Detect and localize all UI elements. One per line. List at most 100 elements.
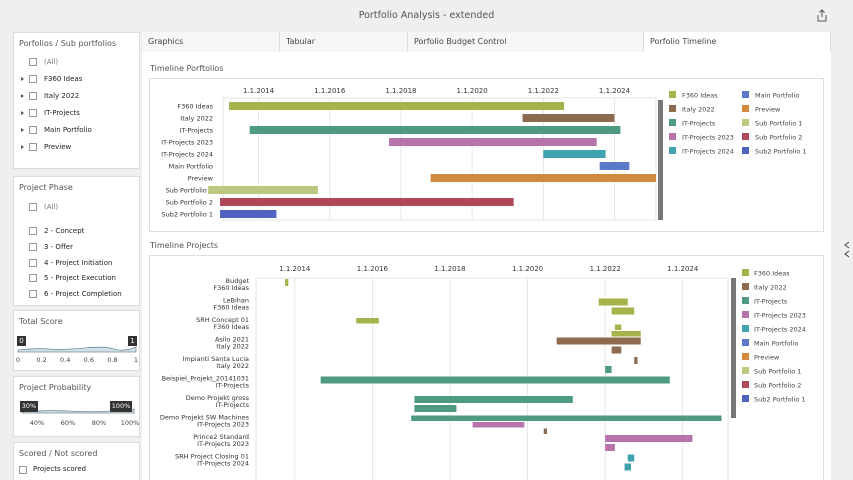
gantt-bar[interactable] — [472, 422, 525, 428]
phase-checkbox[interactable] — [29, 290, 37, 299]
gantt-bar[interactable] — [599, 162, 630, 170]
total-score-panel: Total Score 0 0.2 0.4 0.6 0.8 1 0 1 — [13, 310, 140, 371]
row-label: Sub Portfolio 2 — [166, 199, 213, 207]
gantt-bar[interactable] — [614, 324, 622, 331]
gantt-bar[interactable] — [320, 376, 670, 384]
total-score-slider[interactable]: 0 0.2 0.4 0.6 0.8 1 — [14, 333, 141, 369]
phase-checkbox[interactable] — [29, 227, 37, 235]
tab-2[interactable]: Porfolio Budget Control — [408, 32, 644, 52]
gantt-bar[interactable] — [522, 114, 615, 122]
portfolio-checkbox[interactable] — [29, 109, 37, 117]
gantt-bar[interactable] — [356, 318, 379, 324]
expand-arrow-icon[interactable] — [21, 144, 24, 149]
portfolio-checkbox[interactable] — [29, 143, 37, 151]
slider-tick-label: 0.8 — [107, 356, 117, 364]
scrollbar[interactable] — [658, 100, 663, 220]
share-icon[interactable] — [816, 9, 828, 22]
phase-item-label: 2 - Concept — [44, 227, 85, 235]
gantt-bar[interactable] — [414, 396, 573, 403]
gantt-bar[interactable] — [208, 186, 318, 194]
probability-min-handle[interactable]: 30% — [20, 401, 38, 412]
gantt-bar[interactable] — [598, 298, 628, 306]
gantt-bar[interactable] — [389, 138, 597, 146]
portfolio-timeline-title: Timeline Porftolios — [150, 64, 224, 73]
phase-checkbox[interactable] — [29, 242, 37, 251]
title-bar: Portfolio Analysis - extended — [0, 0, 853, 32]
total-score-title: Total Score — [19, 317, 63, 326]
group-label: SRH Project Closing 01 — [175, 453, 249, 461]
x-tick-label: 1.1.2024 — [599, 87, 631, 95]
tab-0[interactable]: Graphics — [142, 32, 280, 52]
tab-1[interactable]: Tabular — [280, 32, 408, 52]
legend-label: IT-Projects 2023 — [682, 134, 734, 142]
group-portfolio-label: IT-Projects — [216, 401, 250, 409]
gantt-bar[interactable] — [430, 174, 656, 182]
portfolio-checkbox[interactable] — [29, 92, 37, 100]
gantt-bar[interactable] — [605, 435, 693, 442]
gantt-bar[interactable] — [411, 415, 722, 422]
legend-label: IT-Projects 2024 — [682, 148, 734, 156]
gantt-bar[interactable] — [414, 405, 457, 412]
slider-tick-label: 60% — [61, 419, 75, 427]
gantt-bar[interactable] — [249, 126, 621, 134]
portfolio-all-checkbox[interactable] — [29, 58, 37, 66]
expand-arrow-icon[interactable] — [21, 76, 24, 81]
gantt-bar[interactable] — [634, 357, 638, 364]
row-label: F360 Ideas — [177, 103, 213, 111]
legend-label: IT-Projects 2023 — [754, 312, 806, 320]
phase-item-label: 3 - Offer — [44, 242, 73, 251]
group-label: Demo Projekt gross — [186, 394, 250, 402]
x-tick-label: 1.1.2018 — [385, 87, 416, 95]
legend-label: F360 Ideas — [754, 270, 790, 278]
x-tick-label: 1.1.2016 — [357, 265, 389, 273]
gantt-bar[interactable] — [556, 337, 641, 345]
tab-3[interactable]: Porfolio Timeline — [644, 32, 831, 52]
collapse-arrows-icon[interactable] — [843, 240, 851, 260]
gantt-bar[interactable] — [605, 444, 615, 451]
total-score-max-handle[interactable]: 1 — [128, 336, 137, 346]
gantt-bar[interactable] — [611, 331, 641, 337]
expand-arrow-icon[interactable] — [21, 93, 24, 98]
row-label: Sub2 Portfolio 1 — [161, 211, 213, 219]
legend-swatch — [742, 353, 749, 360]
legend-swatch — [742, 105, 749, 112]
total-score-min-handle[interactable]: 0 — [17, 336, 26, 346]
group-portfolio-label: IT-Projects 2024 — [197, 460, 249, 468]
gantt-bar[interactable] — [611, 346, 622, 354]
portfolio-checkbox[interactable] — [29, 75, 37, 83]
phase-item-label: 4 - Project Initiation — [44, 258, 113, 267]
gantt-bar[interactable] — [220, 210, 277, 218]
phase-checkbox[interactable] — [29, 258, 37, 267]
plot-area — [255, 277, 729, 480]
phase-item-label: 6 - Project Completion — [44, 290, 122, 299]
slider-tick-label: 100% — [121, 419, 140, 427]
gantt-bar[interactable] — [220, 198, 514, 206]
slider-tick-label: 0.2 — [36, 356, 46, 364]
gantt-bar[interactable] — [285, 279, 289, 286]
legend-label: IT-Projects 2024 — [754, 326, 806, 334]
x-tick-label: 1.1.2020 — [457, 87, 488, 95]
group-portfolio-label: IT-Projects 2023 — [197, 440, 249, 448]
portfolio-checkbox[interactable] — [29, 126, 37, 134]
expand-arrow-icon[interactable] — [21, 127, 24, 132]
group-label: Demo Projekt SW Machines — [160, 414, 250, 422]
gantt-bar[interactable] — [624, 463, 632, 471]
probability-max-handle[interactable]: 100% — [110, 401, 132, 412]
legend-swatch — [742, 147, 749, 154]
gantt-bar[interactable] — [228, 102, 565, 110]
legend-label: Preview — [755, 106, 781, 114]
scrollbar[interactable] — [731, 278, 736, 418]
row-label: Preview — [188, 175, 214, 183]
projects-scored-checkbox[interactable] — [19, 466, 27, 474]
phase-all-checkbox[interactable] — [29, 203, 37, 211]
gantt-bar[interactable] — [611, 307, 635, 315]
legend-swatch — [669, 147, 676, 154]
gantt-bar[interactable] — [543, 428, 547, 435]
legend-label: Main Portfolio — [755, 92, 799, 100]
gantt-bar[interactable] — [627, 454, 635, 462]
expand-arrow-icon[interactable] — [21, 110, 24, 115]
gantt-bar[interactable] — [543, 150, 606, 158]
x-tick-label: 1.1.2024 — [667, 265, 699, 273]
gantt-bar[interactable] — [605, 366, 612, 373]
phase-checkbox[interactable] — [29, 274, 37, 283]
